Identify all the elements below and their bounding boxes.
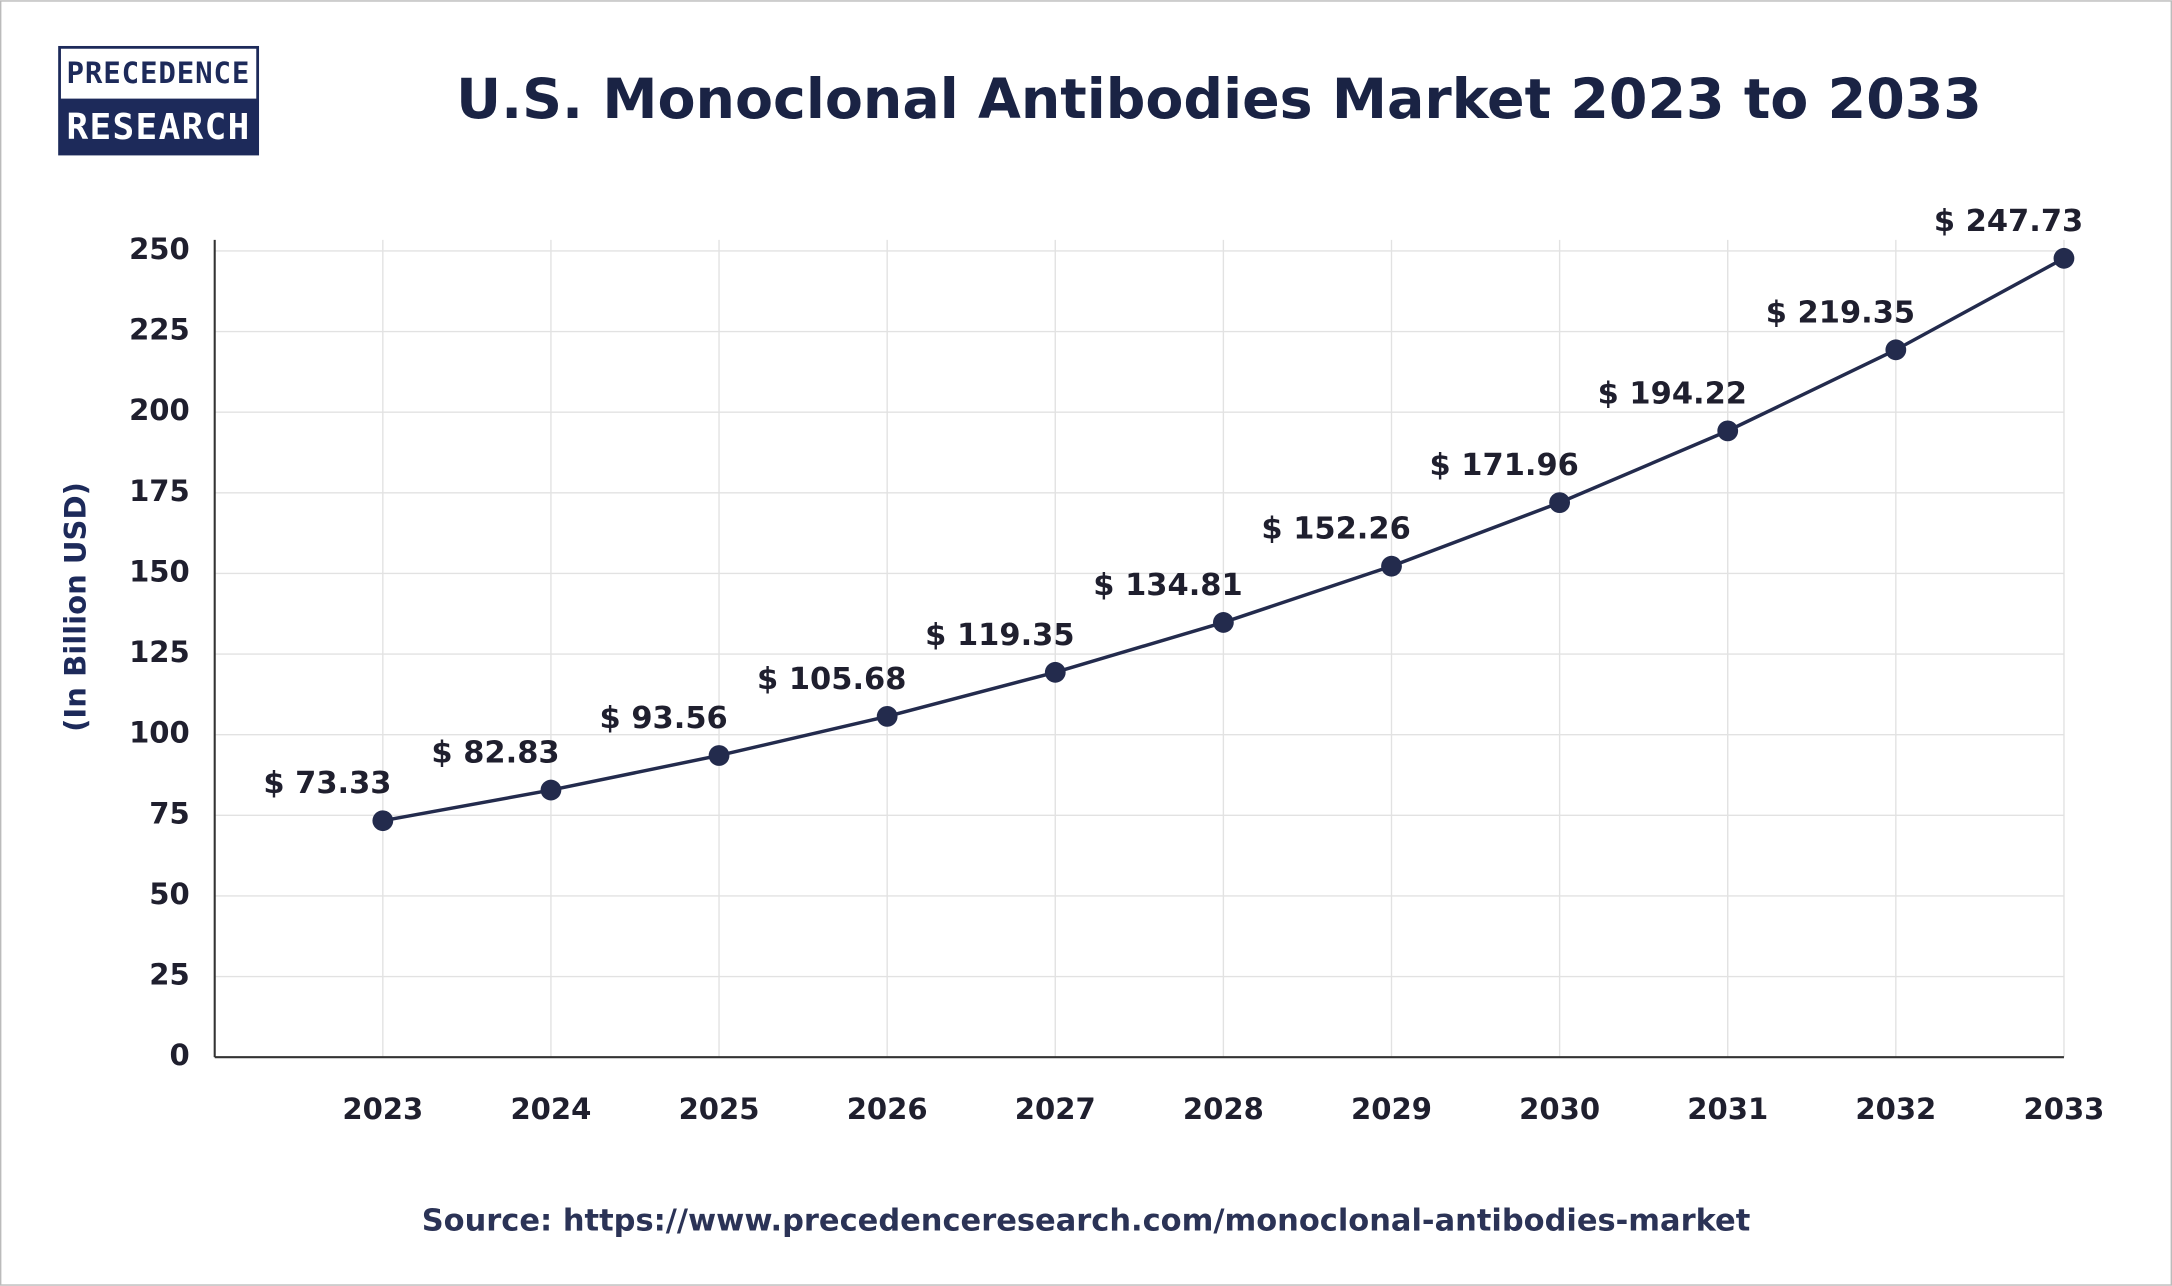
x-tick-label: 2028 xyxy=(1183,1092,1264,1126)
x-tick-label: 2033 xyxy=(2023,1092,2104,1126)
logo: PRECEDENCE RESEARCH xyxy=(58,45,260,156)
x-tick-label: 2024 xyxy=(510,1092,591,1126)
data-label: $ 93.56 xyxy=(600,701,728,736)
y-tick-label: 50 xyxy=(149,877,189,911)
y-tick-label: 250 xyxy=(129,232,190,266)
data-label: $ 105.68 xyxy=(757,662,906,697)
y-tick-label: 0 xyxy=(170,1038,190,1072)
y-tick-label: 25 xyxy=(149,958,189,992)
logo-top xyxy=(60,48,257,99)
y-tick-label: 100 xyxy=(129,716,190,750)
point xyxy=(1549,492,1571,514)
point xyxy=(2053,247,2075,269)
x-tick-label: 2030 xyxy=(1519,1092,1600,1126)
y-tick-label: 150 xyxy=(129,554,190,588)
data-label: $ 119.35 xyxy=(925,618,1074,653)
x-tick-label: 2025 xyxy=(679,1092,760,1126)
data-label: $ 134.81 xyxy=(1093,568,1242,603)
x-tick-label: 2027 xyxy=(1015,1092,1096,1126)
y-tick-label: 200 xyxy=(129,393,190,427)
x-tick-label: 2029 xyxy=(1351,1092,1432,1126)
y-tick-label: 75 xyxy=(149,796,189,830)
y-tick-label: 125 xyxy=(129,635,190,669)
point xyxy=(876,705,898,727)
x-tick-label: 2032 xyxy=(1855,1092,1936,1126)
source: Source: https://www.precedenceresearch.c… xyxy=(422,1204,1751,1239)
point xyxy=(708,745,730,766)
y-axis-label: (In Billion USD) xyxy=(59,482,93,732)
data-label: $ 73.33 xyxy=(263,766,391,801)
point xyxy=(372,810,394,832)
data-label: $ 194.22 xyxy=(1598,376,1747,411)
y-tick-label: 175 xyxy=(129,474,190,508)
x-tick-label: 2031 xyxy=(1687,1092,1768,1126)
point xyxy=(1044,661,1066,683)
x-tick-label: 2026 xyxy=(847,1092,928,1126)
data-label: $ 152.26 xyxy=(1261,512,1410,547)
data-label: $ 82.83 xyxy=(431,736,559,771)
logo-line2: RESEARCH xyxy=(66,107,249,148)
data-label: $ 219.35 xyxy=(1766,295,1915,330)
point xyxy=(540,779,562,801)
data-label: $ 171.96 xyxy=(1430,448,1579,483)
point xyxy=(1717,420,1739,442)
point xyxy=(1212,612,1234,633)
data-label: $ 247.73 xyxy=(1934,204,2083,239)
x-tick-label: 2023 xyxy=(342,1092,423,1126)
point xyxy=(1885,339,1907,361)
point xyxy=(1381,555,1402,577)
y-tick-label: 225 xyxy=(129,313,190,347)
logo-line1: PRECEDENCE xyxy=(66,56,249,90)
chart-title: U.S. Monoclonal Antibodies Market 2023 t… xyxy=(456,68,1982,132)
